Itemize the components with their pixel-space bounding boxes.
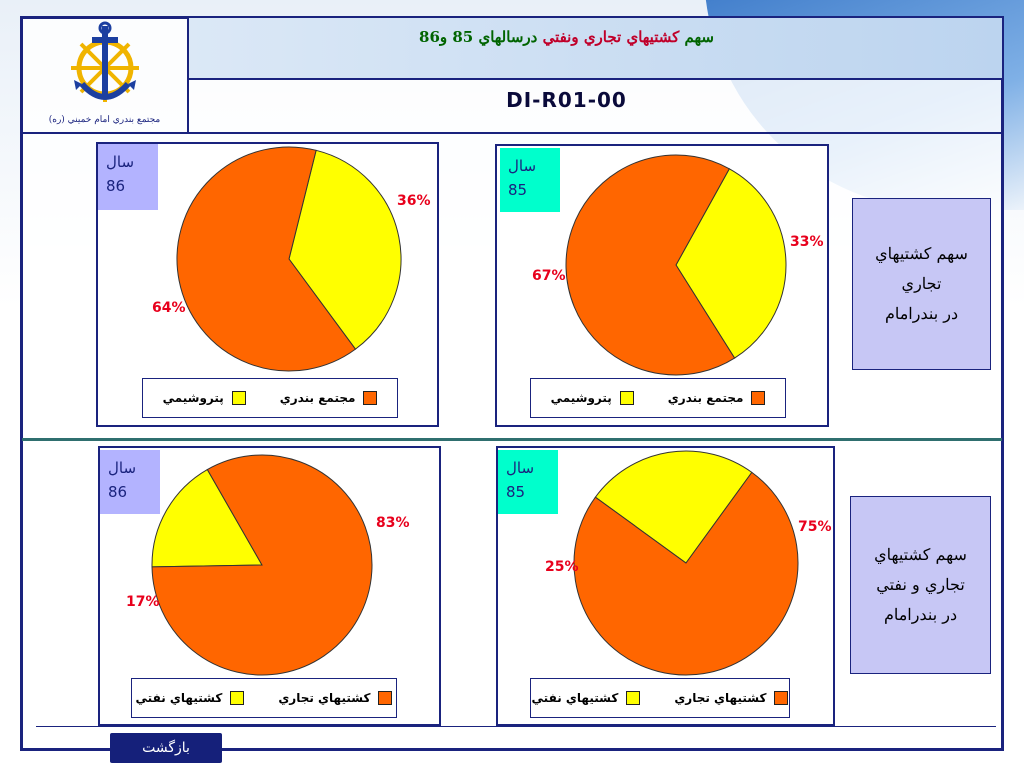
pie4-slice-yellow xyxy=(594,450,753,564)
pie1-slice-orange xyxy=(176,146,357,372)
section-divider xyxy=(22,438,1002,441)
year-box-4: سال 85 xyxy=(498,450,558,514)
header-bar xyxy=(189,18,1002,78)
document-code: DI-R01-00 xyxy=(506,88,627,112)
pie2-label-orange: 67% xyxy=(532,268,566,284)
legend-item-orange: مجتمع بندري xyxy=(668,391,766,405)
pie2-slice-orange xyxy=(565,154,736,376)
pie3-label-orange: 83% xyxy=(376,515,410,531)
orange-swatch xyxy=(774,691,789,705)
legend-2: مجتمع بندري پتروشيمي xyxy=(530,378,786,418)
year-box-2: سال 85 xyxy=(500,148,560,212)
year-box-1: سال 86 xyxy=(98,144,158,210)
pie3-label-yellow: 17% xyxy=(126,594,160,610)
side-note-commercial-oil: سهم كشتيهاي تجاري و نفتي در بندرامام xyxy=(850,496,991,674)
year-box-3: سال 86 xyxy=(100,450,160,514)
yellow-swatch xyxy=(619,391,634,405)
pie3-slice-yellow xyxy=(151,468,263,568)
pie3-slice-orange xyxy=(151,454,373,676)
footer-rule xyxy=(36,726,996,727)
pie1-label-yellow: 36% xyxy=(397,193,431,209)
logo-cell: مجتمع بندري امام خميني (ره) xyxy=(22,18,189,132)
orange-swatch xyxy=(751,391,766,405)
yellow-swatch xyxy=(230,691,245,705)
header-divider xyxy=(189,78,1002,80)
legend-item-yellow: كشتيهاي نفتي xyxy=(532,691,641,705)
legend-item-yellow: پتروشيمي xyxy=(551,391,634,405)
orange-swatch xyxy=(363,391,378,405)
legend-4: كشتيهاي تجاري كشتيهاي نفتي xyxy=(530,678,790,718)
pie4-label-yellow: 25% xyxy=(545,559,579,575)
pie2-label-yellow: 33% xyxy=(790,234,824,250)
orange-swatch xyxy=(378,691,393,705)
side-note-commercial: سهم كشتيهاي تجاري در بندرامام xyxy=(852,198,991,370)
pie1-slice-yellow xyxy=(288,149,402,350)
legend-3: كشتيهاي تجاري كشتيهاي نفتي xyxy=(131,678,397,718)
pie4-label-orange: 75% xyxy=(798,519,832,535)
legend-item-orange: مجتمع بندري xyxy=(280,391,378,405)
back-button[interactable]: بازگشت xyxy=(110,733,222,763)
header-bottom-rule xyxy=(22,132,1002,134)
legend-item-yellow: كشتيهاي نفتي xyxy=(136,691,245,705)
slide-title: سهم كشتيهاي تجاري ونفتي درسالهاي 85 و86 xyxy=(419,28,714,46)
pie4-slice-orange xyxy=(573,471,799,676)
legend-item-orange: كشتيهاي تجاري xyxy=(674,691,789,705)
anchor-logo-icon xyxy=(71,21,139,102)
legend-item-yellow: پتروشيمي xyxy=(163,391,246,405)
yellow-swatch xyxy=(626,691,641,705)
logo-caption: مجتمع بندري امام خميني (ره) xyxy=(48,115,161,125)
legend-item-orange: كشتيهاي تجاري xyxy=(278,691,393,705)
legend-1: مجتمع بندري پتروشيمي xyxy=(142,378,398,418)
yellow-swatch xyxy=(231,391,246,405)
pie1-label-orange: 64% xyxy=(152,300,186,316)
